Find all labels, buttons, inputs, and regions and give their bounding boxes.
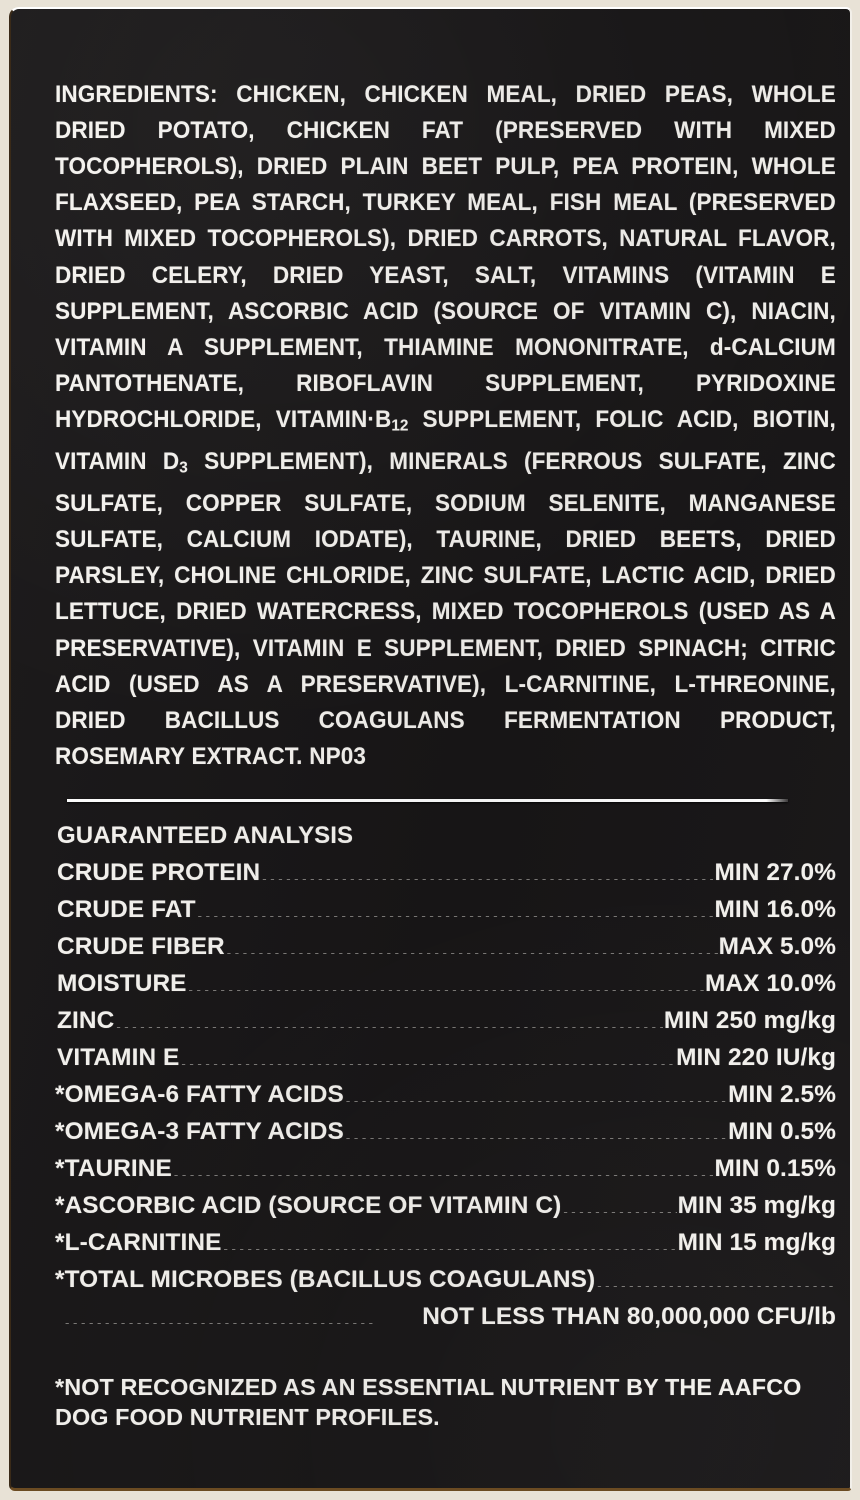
- guaranteed-analysis-heading: GUARANTEED ANALYSIS: [57, 822, 354, 850]
- guaranteed-analysis-row: *OMEGA-3 FATTY ACIDS....................…: [55, 1113, 836, 1150]
- dot-leader: .......................................: [64, 1306, 376, 1325]
- vitamin-subscript: 3: [179, 458, 188, 477]
- nutrient-label: ZINC: [57, 1007, 115, 1035]
- nutrient-value: MAX 5.0%: [718, 933, 836, 961]
- dot-leader: ........................................…: [225, 936, 718, 955]
- label-content: INGREDIENTS: CHICKEN, CHICKEN MEAL, DRIE…: [11, 9, 850, 1488]
- footnote-section: *NOT RECOGNIZED AS AN ESSENTIAL NUTRIENT…: [55, 1335, 836, 1432]
- nutrient-label: MOISTURE: [57, 970, 187, 998]
- asterisk-footnote: *NOT RECOGNIZED AS AN ESSENTIAL NUTRIENT…: [55, 1374, 802, 1431]
- guaranteed-analysis-row: MOISTURE................................…: [55, 965, 836, 1002]
- nutrient-value: MIN 15 mg/kg: [677, 1229, 836, 1257]
- guaranteed-analysis-row: *OMEGA-6 FATTY ACIDS....................…: [55, 1076, 836, 1113]
- guaranteed-analysis-row: *TOTAL MICROBES (BACILLUS COAGULANS)....…: [55, 1261, 836, 1298]
- dot-leader: ........................................…: [115, 1010, 663, 1029]
- dot-leader: ........................................…: [180, 1047, 676, 1066]
- dot-leader: ........................................…: [196, 899, 714, 918]
- nutrient-value: MIN 16.0%: [714, 896, 836, 924]
- dot-leader: ........................................…: [172, 1158, 714, 1177]
- dot-leader: ........................................…: [596, 1269, 835, 1288]
- guaranteed-analysis-row: CRUDE FIBER.............................…: [55, 928, 836, 965]
- vitamin-subscript: 12: [391, 416, 409, 435]
- nutrient-label: *ASCORBIC ACID (SOURCE OF VITAMIN C): [55, 1192, 562, 1220]
- nutrient-value: MIN 35 mg/kg: [677, 1192, 836, 1220]
- guaranteed-analysis-row: *ASCORBIC ACID (SOURCE OF VITAMIN C)....…: [55, 1187, 836, 1224]
- nutrient-label: CRUDE FAT: [57, 896, 196, 924]
- nutrient-value: MIN 2.5%: [728, 1081, 836, 1109]
- total-microbes-value: NOT LESS THAN 80,000,000 CFU/lb: [422, 1303, 836, 1331]
- nutrient-label: *OMEGA-3 FATTY ACIDS: [55, 1118, 344, 1146]
- guaranteed-analysis-section: GUARANTEED ANALYSIS CRUDE PROTEIN.......…: [55, 802, 836, 1335]
- nutrient-value: MIN 0.15%: [714, 1155, 836, 1183]
- dot-leader: ........................................…: [344, 1084, 727, 1103]
- nutrient-label: *TAURINE: [55, 1155, 172, 1183]
- nutrient-label: *L-CARNITINE: [55, 1229, 222, 1257]
- guaranteed-analysis-continuation-row: ....................................... N…: [55, 1298, 836, 1335]
- nutrient-value: MIN 0.5%: [728, 1118, 836, 1146]
- nutrient-label: CRUDE FIBER: [57, 933, 225, 961]
- section-divider-rule: [67, 799, 788, 803]
- nutrient-value: MIN 250 mg/kg: [663, 1007, 836, 1035]
- guaranteed-analysis-row: *TAURINE................................…: [55, 1150, 836, 1187]
- guaranteed-analysis-row: ZINC....................................…: [55, 1002, 836, 1039]
- dot-leader: ........................................…: [222, 1232, 677, 1251]
- nutrient-label: VITAMIN E: [57, 1044, 180, 1072]
- guaranteed-analysis-row: CRUDE PROTEIN...........................…: [55, 854, 836, 891]
- nutrient-label: CRUDE PROTEIN: [57, 859, 261, 887]
- nutrient-label: *TOTAL MICROBES (BACILLUS COAGULANS): [55, 1266, 596, 1294]
- ingredients-section: INGREDIENTS: CHICKEN, CHICKEN MEAL, DRIE…: [55, 9, 836, 775]
- label-ink-field: INGREDIENTS: CHICKEN, CHICKEN MEAL, DRIE…: [9, 7, 852, 1491]
- guaranteed-analysis-row: *L-CARNITINE............................…: [55, 1224, 836, 1261]
- nutrient-value: MIN 27.0%: [714, 859, 836, 887]
- dot-leader: ........................................…: [261, 862, 714, 881]
- ingredients-paragraph: INGREDIENTS: CHICKEN, CHICKEN MEAL, DRIE…: [55, 81, 836, 771]
- guaranteed-analysis-row: CRUDE FAT...............................…: [55, 891, 836, 928]
- guaranteed-analysis-rows: CRUDE PROTEIN...........................…: [55, 854, 836, 1335]
- nutrient-label: *OMEGA-6 FATTY ACIDS: [55, 1081, 344, 1109]
- dot-leader: ........................................…: [187, 973, 704, 992]
- nutrient-value: MIN 220 IU/kg: [676, 1044, 836, 1072]
- dot-leader: ........................................…: [344, 1121, 727, 1140]
- guaranteed-analysis-row: VITAMIN E...............................…: [55, 1039, 836, 1076]
- dot-leader: ........................................…: [562, 1195, 677, 1214]
- nutrient-value: MAX 10.0%: [704, 970, 836, 998]
- aafco-statement-section: Pure Balance Grain Free Chicken & Pea Re…: [57, 1456, 836, 1488]
